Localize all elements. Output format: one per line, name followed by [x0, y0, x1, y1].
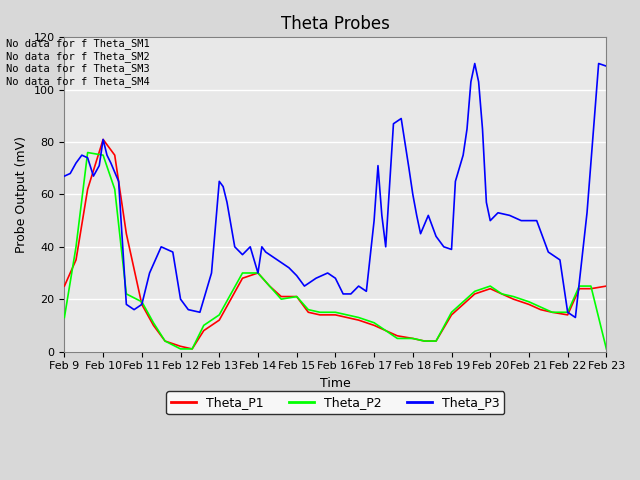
X-axis label: Time: Time	[320, 377, 351, 390]
Y-axis label: Probe Output (mV): Probe Output (mV)	[15, 136, 28, 253]
Title: Theta Probes: Theta Probes	[281, 15, 390, 33]
Legend: Theta_P1, Theta_P2, Theta_P3: Theta_P1, Theta_P2, Theta_P3	[166, 391, 504, 414]
Text: No data for f Theta_SM1
No data for f Theta_SM2
No data for f Theta_SM3
No data : No data for f Theta_SM1 No data for f Th…	[6, 38, 150, 87]
